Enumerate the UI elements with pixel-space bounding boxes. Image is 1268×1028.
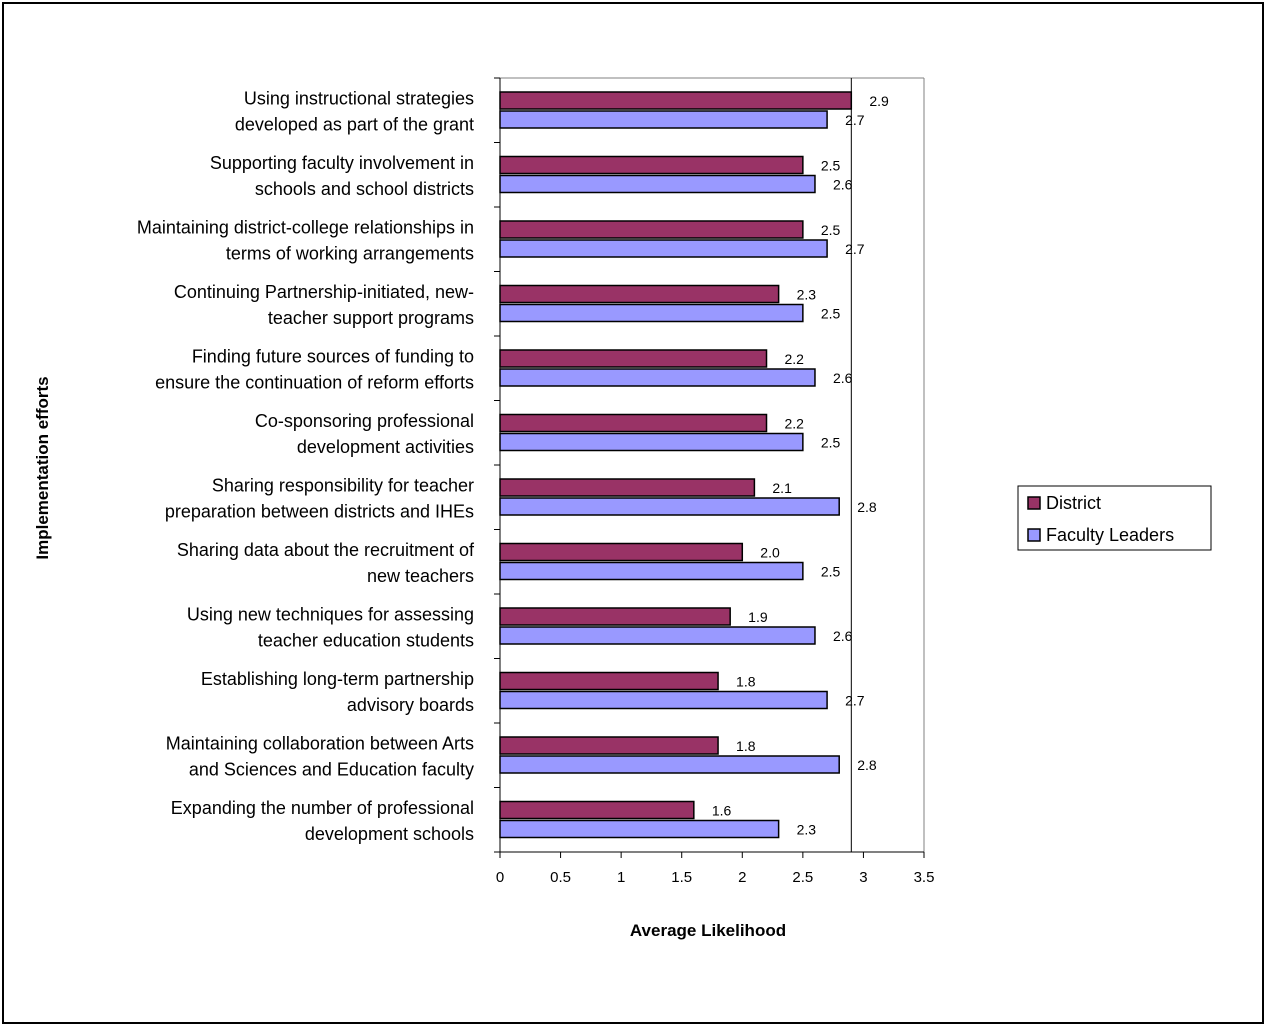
legend-swatch-district — [1027, 496, 1041, 510]
category-label-line1: Establishing long-term partnership — [201, 669, 474, 689]
bar-district — [499, 607, 731, 626]
data-label-faculty-leaders: 2.8 — [857, 757, 877, 773]
bar-faculty-leaders — [499, 561, 804, 581]
data-label-faculty-leaders: 2.5 — [821, 564, 841, 580]
category-label-line1: Maintaining district-college relationshi… — [137, 217, 474, 237]
legend-label-district: District — [1046, 493, 1101, 513]
x-tick-label: 2 — [738, 869, 746, 886]
bar-faculty-leaders — [499, 239, 828, 258]
data-label-district: 2.0 — [760, 545, 780, 561]
category-label-line2: and Sciences and Education faculty — [189, 759, 474, 779]
bar-district — [499, 155, 804, 175]
bar-district — [499, 220, 804, 239]
bar-district — [499, 671, 719, 691]
x-tick-label: 1.5 — [671, 869, 692, 886]
category-label-line1: Finding future sources of funding to — [192, 346, 474, 366]
bar-district — [499, 542, 744, 562]
y-axis-title: Implementation efforts — [33, 376, 52, 559]
category-label-line2: terms of working arrangements — [226, 243, 474, 263]
data-label-faculty-leaders: 2.6 — [833, 628, 853, 644]
data-label-faculty-leaders: 2.7 — [845, 241, 865, 257]
legend-box — [1017, 485, 1212, 551]
bar-faculty-leaders — [499, 690, 828, 710]
data-label-faculty-leaders: 2.8 — [857, 499, 877, 515]
bar-district — [499, 413, 768, 433]
bar-district — [499, 478, 756, 497]
bar-faculty-leaders — [499, 755, 840, 774]
bar-faculty-leaders — [499, 626, 816, 645]
x-tick-label: 1 — [617, 869, 625, 886]
legend-label-faculty-leaders: Faculty Leaders — [1046, 525, 1174, 545]
category-label-line1: Continuing Partnership-initiated, new- — [174, 282, 474, 302]
data-label-faculty-leaders: 2.7 — [845, 693, 865, 709]
bar-district — [499, 91, 853, 110]
category-label-line2: teacher education students — [258, 630, 474, 650]
bar-faculty-leaders — [499, 432, 804, 452]
bar-faculty-leaders — [499, 368, 816, 387]
bar-district — [499, 800, 695, 820]
category-label-line2: schools and school districts — [255, 179, 474, 199]
category-label-line2: preparation between districts and IHEs — [165, 501, 474, 521]
x-axis-title: Average Likelihood — [630, 921, 786, 940]
bar-faculty-leaders — [499, 110, 828, 129]
legend-swatch-faculty-leaders — [1027, 528, 1041, 542]
data-label-district: 2.3 — [797, 287, 817, 303]
category-label-line1: Co-sponsoring professional — [255, 411, 474, 431]
data-label-district: 2.2 — [785, 416, 805, 432]
category-label-line1: Sharing data about the recruitment of — [177, 540, 475, 560]
bar-district — [499, 284, 780, 304]
bar-faculty-leaders — [499, 303, 804, 323]
category-label-line2: developed as part of the grant — [235, 114, 474, 134]
data-label-faculty-leaders: 2.5 — [821, 306, 841, 322]
x-tick-label: 3 — [859, 869, 867, 886]
data-label-faculty-leaders: 2.6 — [833, 370, 853, 386]
data-label-district: 2.1 — [772, 480, 792, 496]
category-label-line1: Maintaining collaboration between Arts — [166, 733, 474, 753]
category-label-line2: development schools — [305, 824, 474, 844]
data-label-district: 1.6 — [712, 803, 732, 819]
data-label-district: 2.5 — [821, 222, 841, 238]
category-label-line1: Using instructional strategies — [244, 88, 474, 108]
category-label-line2: new teachers — [367, 566, 474, 586]
category-label-line1: Sharing responsibility for teacher — [212, 475, 474, 495]
x-tick-label: 2.5 — [792, 869, 813, 886]
data-label-faculty-leaders: 2.6 — [833, 177, 853, 193]
x-tick-label: 0 — [496, 869, 504, 886]
bar-district — [499, 736, 719, 755]
bar-district — [499, 349, 768, 368]
bar-faculty-leaders — [499, 174, 816, 194]
category-label-line2: ensure the continuation of reform effort… — [155, 372, 474, 392]
data-label-district: 2.2 — [785, 351, 805, 367]
category-label-line2: teacher support programs — [268, 308, 474, 328]
data-label-district: 2.5 — [821, 158, 841, 174]
category-label-line1: Supporting faculty involvement in — [210, 153, 474, 173]
bar-faculty-leaders — [499, 819, 780, 839]
category-label-line2: development activities — [297, 437, 474, 457]
category-label-line1: Using new techniques for assessing — [187, 604, 474, 624]
x-tick-label: 3.5 — [914, 869, 935, 886]
data-label-district: 1.9 — [748, 609, 768, 625]
data-label-district: 1.8 — [736, 738, 756, 754]
data-label-faculty-leaders: 2.7 — [845, 112, 865, 128]
data-label-district: 2.9 — [869, 93, 889, 109]
data-label-district: 1.8 — [736, 674, 756, 690]
category-label-line2: advisory boards — [347, 695, 474, 715]
data-label-faculty-leaders: 2.3 — [797, 822, 817, 838]
category-label-line1: Expanding the number of professional — [171, 798, 474, 818]
data-label-faculty-leaders: 2.5 — [821, 435, 841, 451]
x-tick-label: 0.5 — [550, 869, 571, 886]
bar-faculty-leaders — [499, 497, 840, 516]
